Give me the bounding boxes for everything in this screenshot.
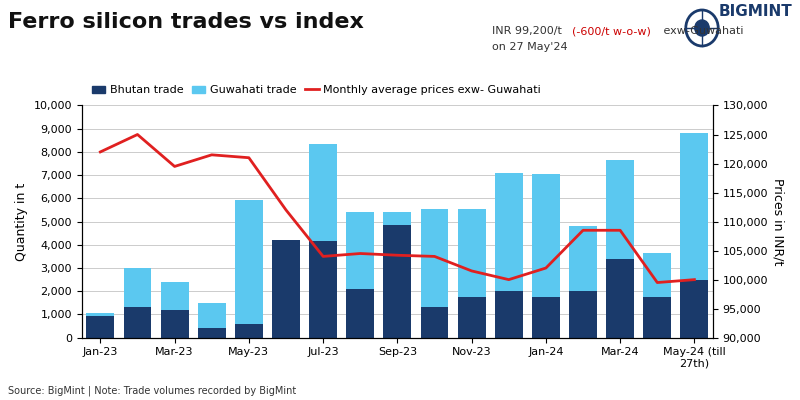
Monthly average prices exw- Guwahati xyxy=(393,253,402,258)
Text: Ferro silicon trades vs index: Ferro silicon trades vs index xyxy=(8,12,364,32)
Monthly average prices exw- Guwahati xyxy=(170,164,179,169)
Bar xyxy=(346,289,374,338)
Bar xyxy=(569,291,597,338)
Bar xyxy=(421,209,449,308)
Bar xyxy=(681,280,708,338)
Bar xyxy=(86,316,114,338)
Bar xyxy=(532,297,560,338)
Text: exw-Guwahati: exw-Guwahati xyxy=(660,26,743,36)
Line: Monthly average prices exw- Guwahati: Monthly average prices exw- Guwahati xyxy=(100,134,694,282)
Text: Source: BigMint | Note: Trade volumes recorded by BigMint: Source: BigMint | Note: Trade volumes re… xyxy=(8,386,296,396)
Bar xyxy=(458,209,486,297)
Y-axis label: Prices in INR/t: Prices in INR/t xyxy=(772,178,785,265)
Circle shape xyxy=(694,20,710,36)
Text: (-600/t w-o-w): (-600/t w-o-w) xyxy=(572,26,651,36)
Monthly average prices exw- Guwahati xyxy=(615,228,625,233)
Bar xyxy=(123,268,151,308)
Bar xyxy=(272,240,300,338)
Monthly average prices exw- Guwahati xyxy=(95,150,105,154)
Bar xyxy=(309,144,337,241)
Bar xyxy=(606,259,634,338)
Bar xyxy=(383,212,411,225)
Bar xyxy=(346,212,374,289)
Bar xyxy=(643,253,671,297)
Y-axis label: Quantity in t: Quantity in t xyxy=(15,182,28,261)
Bar xyxy=(569,226,597,291)
Monthly average prices exw- Guwahati xyxy=(133,132,142,137)
Monthly average prices exw- Guwahati xyxy=(430,254,439,259)
Bar xyxy=(123,308,151,338)
Monthly average prices exw- Guwahati xyxy=(244,155,254,160)
Legend: Bhutan trade, Guwahati trade, Monthly average prices exw- Guwahati: Bhutan trade, Guwahati trade, Monthly av… xyxy=(87,81,546,100)
Monthly average prices exw- Guwahati xyxy=(653,280,662,285)
Monthly average prices exw- Guwahati xyxy=(541,266,550,270)
Text: INR 99,200/t: INR 99,200/t xyxy=(492,26,569,36)
Monthly average prices exw- Guwahati xyxy=(690,277,699,282)
Text: on 27 May'24: on 27 May'24 xyxy=(492,42,568,52)
Text: BIGMINT: BIGMINT xyxy=(718,4,792,19)
Bar xyxy=(681,133,708,280)
Monthly average prices exw- Guwahati xyxy=(504,277,514,282)
Bar xyxy=(606,160,634,259)
Bar xyxy=(383,225,411,338)
Bar xyxy=(161,310,189,338)
Bar xyxy=(495,291,522,338)
Bar xyxy=(532,174,560,297)
Monthly average prices exw- Guwahati xyxy=(467,268,477,273)
Monthly average prices exw- Guwahati xyxy=(578,228,588,233)
Bar xyxy=(495,173,522,291)
Bar xyxy=(309,241,337,338)
Bar xyxy=(235,324,262,338)
Monthly average prices exw- Guwahati xyxy=(318,254,328,259)
Bar xyxy=(458,297,486,338)
Bar xyxy=(235,200,262,324)
Bar xyxy=(161,282,189,310)
Monthly average prices exw- Guwahati xyxy=(281,208,290,212)
Bar xyxy=(198,328,226,338)
Bar xyxy=(198,303,226,328)
Monthly average prices exw- Guwahati xyxy=(355,251,365,256)
Monthly average prices exw- Guwahati xyxy=(207,152,217,157)
Bar xyxy=(421,308,449,338)
Bar xyxy=(86,313,114,316)
Bar xyxy=(643,297,671,338)
